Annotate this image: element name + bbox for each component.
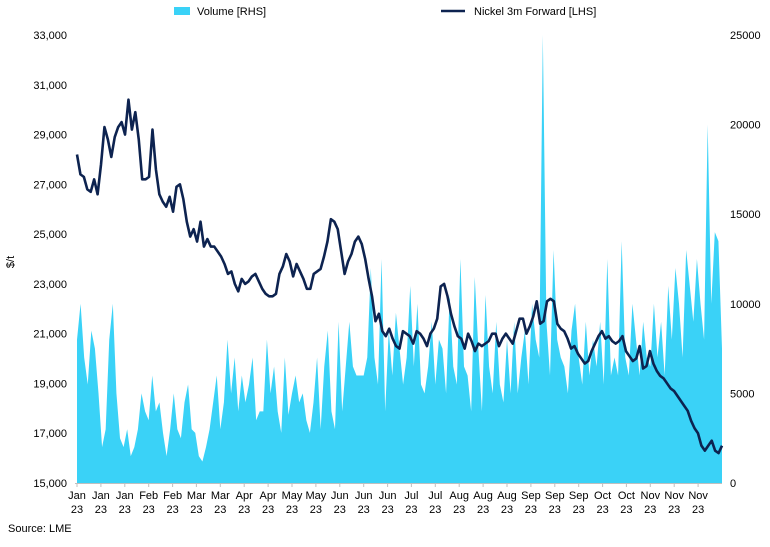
x-tick-label: Jul: [428, 490, 442, 502]
x-tick-year: 23: [549, 504, 561, 516]
x-tick-label: Jul: [404, 490, 418, 502]
x-tick-year: 23: [668, 504, 680, 516]
left-tick-label: 29,000: [33, 130, 67, 142]
x-tick-year: 23: [620, 504, 632, 516]
x-tick-year: 23: [190, 504, 202, 516]
legend-swatch-volume: [174, 7, 190, 15]
x-tick-label: Sep: [545, 490, 565, 502]
x-tick-label: Jan: [68, 490, 86, 502]
x-tick-label: Jan: [116, 490, 134, 502]
x-tick-year: 23: [525, 504, 537, 516]
x-tick-label: Oct: [618, 490, 635, 502]
x-tick-label: Apr: [260, 490, 277, 502]
x-tick-year: 23: [262, 504, 274, 516]
x-tick-label: Mar: [211, 490, 230, 502]
x-tick-label: Oct: [594, 490, 611, 502]
x-tick-year: 23: [214, 504, 226, 516]
x-tick-year: 23: [596, 504, 608, 516]
x-tick-year: 23: [238, 504, 250, 516]
x-tick-label: Nov: [664, 490, 684, 502]
right-tick-label: 15000: [730, 209, 761, 221]
right-tick-label: 25000: [730, 30, 761, 42]
x-tick-year: 23: [119, 504, 131, 516]
x-tick-label: Feb: [139, 490, 158, 502]
x-tick-label: Jun: [331, 490, 349, 502]
x-tick-label: Nov: [688, 490, 708, 502]
x-tick-label: May: [306, 490, 327, 502]
x-tick-label: Jun: [355, 490, 373, 502]
x-tick-label: Feb: [163, 490, 182, 502]
x-tick-label: May: [282, 490, 303, 502]
x-tick-year: 23: [71, 504, 83, 516]
x-tick-label: Aug: [449, 490, 469, 502]
x-tick-label: Mar: [187, 490, 206, 502]
x-tick-year: 23: [143, 504, 155, 516]
right-tick-label: 0: [730, 478, 736, 490]
x-tick-label: Sep: [569, 490, 589, 502]
right-tick-label: 5000: [730, 388, 754, 400]
x-tick-year: 23: [166, 504, 178, 516]
left-tick-label: 33,000: [33, 30, 67, 42]
x-tick-year: 23: [453, 504, 465, 516]
x-tick-label: Jun: [379, 490, 397, 502]
volume-area-layer: [77, 35, 722, 483]
x-axis-ticks: Jan 23 Jan 23 Jan 23 Feb 23 Feb 23 Mar 23 Mar 23 Apr 23…: [68, 483, 708, 516]
left-tick-label: 23,000: [33, 279, 67, 291]
right-y-axis: 0 5000 10000 15000 20000 25000: [730, 30, 761, 490]
x-tick-label: Aug: [497, 490, 517, 502]
left-tick-label: 19,000: [33, 378, 67, 390]
x-tick-year: 23: [501, 504, 513, 516]
x-tick-year: 23: [381, 504, 393, 516]
x-tick-year: 23: [334, 504, 346, 516]
x-tick-year: 23: [692, 504, 704, 516]
x-tick-label: Sep: [521, 490, 541, 502]
x-tick-label: Nov: [641, 490, 661, 502]
volume-area: [77, 35, 722, 483]
right-tick-label: 20000: [730, 120, 761, 132]
left-axis-title: $/t: [5, 256, 17, 268]
x-tick-year: 23: [429, 504, 441, 516]
legend-label-nickel: Nickel 3m Forward [LHS]: [474, 6, 596, 18]
legend-label-volume: Volume [RHS]: [197, 6, 266, 18]
x-tick-year: 23: [286, 504, 298, 516]
x-tick-label: Aug: [473, 490, 493, 502]
x-tick-year: 23: [310, 504, 322, 516]
nickel-line: [75, 98, 724, 455]
x-tick-label: Apr: [236, 490, 253, 502]
x-tick-year: 23: [95, 504, 107, 516]
left-tick-label: 21,000: [33, 329, 67, 341]
x-tick-year: 23: [644, 504, 656, 516]
left-tick-label: 17,000: [33, 428, 67, 440]
nickel-line-layer: [75, 98, 724, 455]
right-tick-label: 10000: [730, 299, 761, 311]
left-tick-label: 31,000: [33, 80, 67, 92]
left-tick-label: 15,000: [33, 478, 67, 490]
x-tick-year: 23: [573, 504, 585, 516]
x-tick-year: 23: [358, 504, 370, 516]
left-tick-label: 25,000: [33, 229, 67, 241]
x-tick-label: Jan: [92, 490, 110, 502]
left-y-axis: 15,000 17,000 19,000 21,000 23,000 25,000 27,0…: [33, 30, 67, 490]
source-note: Source: LME: [8, 523, 72, 535]
left-tick-label: 27,000: [33, 179, 67, 191]
x-tick-year: 23: [405, 504, 417, 516]
legend: Volume [RHS] Nickel 3m Forward [LHS]: [174, 6, 596, 18]
x-tick-year: 23: [477, 504, 489, 516]
